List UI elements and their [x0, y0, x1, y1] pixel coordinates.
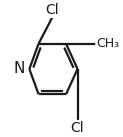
Text: Cl: Cl — [46, 3, 59, 17]
Text: Cl: Cl — [71, 121, 84, 135]
Text: CH₃: CH₃ — [96, 37, 119, 50]
Text: N: N — [13, 62, 25, 76]
